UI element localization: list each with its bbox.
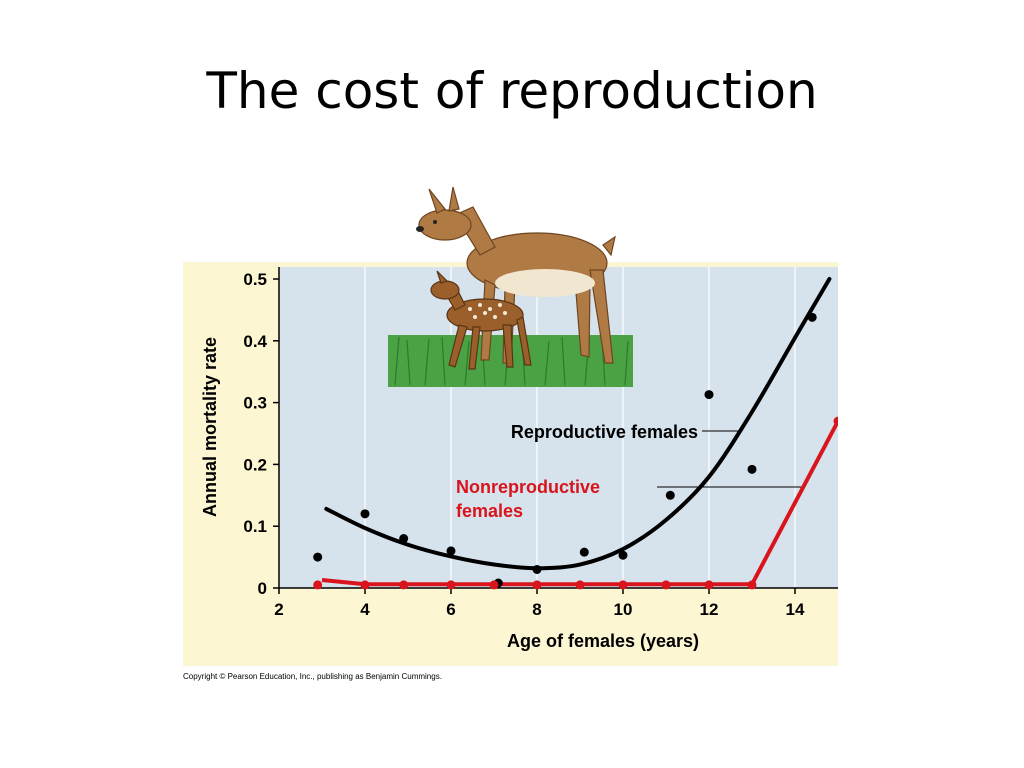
reproductive-point bbox=[360, 509, 370, 519]
reproductive-point bbox=[704, 390, 714, 400]
nonreproductive-point bbox=[575, 580, 585, 590]
reproductive-point bbox=[579, 547, 589, 557]
nonreproductive-label-line: females bbox=[456, 501, 523, 521]
x-tick-label: 10 bbox=[614, 600, 633, 619]
deer-illustration bbox=[385, 185, 635, 390]
reproductive-point bbox=[446, 546, 456, 556]
y-tick-label: 0 bbox=[258, 579, 267, 598]
nonreproductive-curve bbox=[321, 420, 838, 587]
reproductive-point bbox=[313, 552, 323, 562]
reproductive-curve bbox=[324, 277, 832, 571]
reproductive-point bbox=[665, 490, 675, 500]
reproductive-point bbox=[807, 312, 817, 322]
y-tick-label: 0.1 bbox=[243, 517, 267, 536]
y-tick-label: 0.2 bbox=[243, 455, 267, 474]
nonreproductive-point bbox=[399, 580, 409, 590]
x-axis-title: Age of females (years) bbox=[507, 631, 699, 651]
deer-doe-and-fawn-icon bbox=[388, 186, 633, 387]
plot-area bbox=[279, 267, 838, 588]
y-tick-label: 0.5 bbox=[243, 270, 267, 289]
nonreproductive-point bbox=[532, 580, 542, 590]
nonreproductive-point bbox=[661, 580, 671, 590]
nonreproductive-point bbox=[360, 580, 370, 590]
x-tick-label: 12 bbox=[700, 600, 719, 619]
nonreproductive-point bbox=[313, 580, 323, 590]
nonreproductive-point bbox=[446, 580, 456, 590]
nonreproductive-point bbox=[489, 580, 499, 590]
nonreproductive-point bbox=[747, 580, 757, 590]
x-tick-label: 8 bbox=[532, 600, 541, 619]
reproductive-point bbox=[618, 550, 628, 560]
nonreproductive-point bbox=[833, 416, 838, 426]
x-tick-label: 14 bbox=[786, 600, 805, 619]
copyright-notice: Copyright © Pearson Education, Inc., pub… bbox=[183, 672, 442, 681]
reproductive-point bbox=[399, 534, 409, 544]
y-axis-title: Annual mortality rate bbox=[200, 337, 220, 517]
nonreproductive-point bbox=[704, 580, 714, 590]
slide-title: The cost of reproduction bbox=[206, 62, 818, 120]
reproductive-point bbox=[747, 464, 757, 474]
nonreproductive-series-label: Nonreproductive females bbox=[456, 477, 600, 521]
y-tick-label: 0.4 bbox=[243, 332, 267, 351]
x-tick-label: 4 bbox=[360, 600, 370, 619]
x-tick-label: 2 bbox=[274, 600, 283, 619]
reproductive-point bbox=[532, 564, 542, 574]
nonreproductive-label-line: Nonreproductive bbox=[456, 477, 600, 497]
reproductive-series-label: Reproductive females bbox=[511, 422, 698, 442]
nonreproductive-point bbox=[618, 580, 628, 590]
x-tick-label: 6 bbox=[446, 600, 455, 619]
y-tick-label: 0.3 bbox=[243, 394, 267, 413]
